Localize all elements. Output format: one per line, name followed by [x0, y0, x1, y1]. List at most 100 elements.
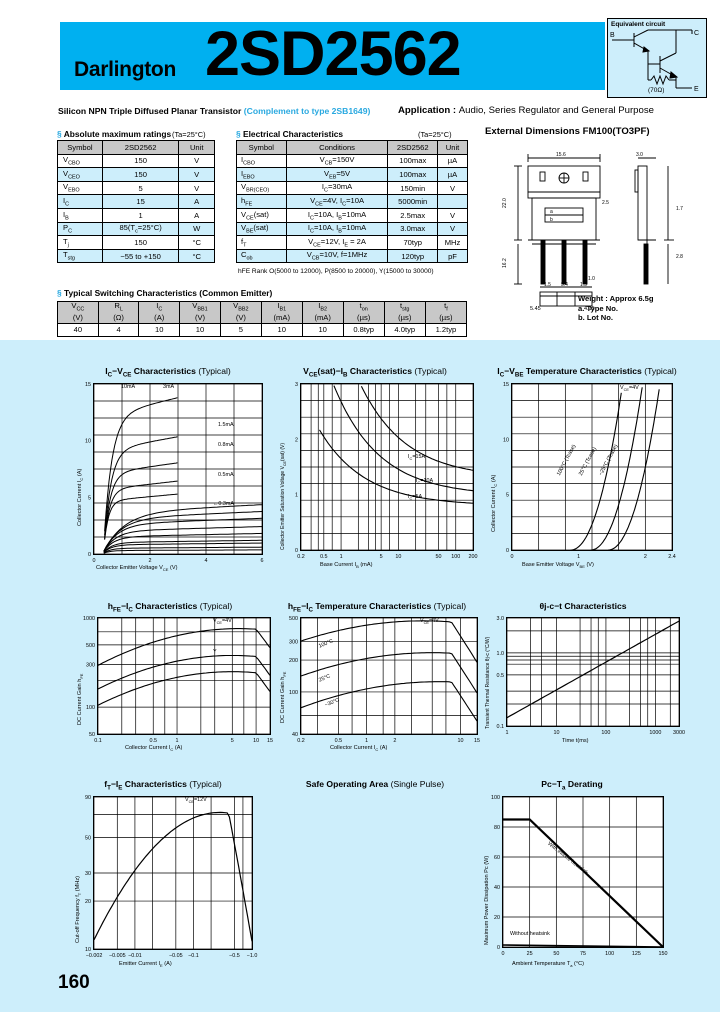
table-cell: VCEO [57, 167, 103, 182]
svg-text:300: 300 [289, 639, 298, 645]
svg-text:125: 125 [632, 951, 641, 957]
chart-title-sub: (Typical) [199, 601, 233, 611]
svg-text:2: 2 [149, 558, 152, 564]
svg-text:2.8: 2.8 [676, 254, 683, 260]
svg-text:30: 30 [85, 871, 91, 877]
svg-text:25: 25 [527, 951, 533, 957]
table-cell: 15 [101, 194, 180, 209]
table-cell: 10 [301, 322, 344, 338]
chart-title: hFE−IC Temperature Characteristics (Typi… [268, 601, 486, 614]
table-row: IC 15 A [57, 194, 215, 209]
extdim-heading: External Dimensions FM100(TO3PF) [485, 126, 650, 137]
svg-text:20: 20 [494, 915, 500, 921]
svg-text:10: 10 [85, 439, 91, 445]
chart-vcesat-ib: VCE(sat)−IB Characteristics (Typical) 0.2… [268, 366, 482, 576]
svg-text:200: 200 [469, 554, 478, 560]
svg-text:50: 50 [553, 951, 559, 957]
x-axis-label: Collector Current IC (A) [125, 745, 183, 753]
chart-title-sub: (Typical) [433, 601, 467, 611]
table-cell: VCB=150V [285, 153, 389, 169]
table-cell: 40 [57, 322, 99, 338]
table-cell: 10 [138, 322, 181, 338]
svg-text:90: 90 [85, 795, 91, 801]
table-cell: VBR(CEO) [236, 180, 287, 196]
chart-title: IC−VBE Temperature Characteristics (Typi… [478, 366, 696, 379]
amr-condition: (Ta=25°C) [172, 130, 206, 139]
table-row: VCBO 150 V [57, 153, 215, 169]
package-note-a: a. Type No. [578, 303, 618, 313]
column-header: ton (µs) [342, 301, 385, 324]
table-cell: A [178, 207, 215, 223]
column-header: 2SD2562 [387, 140, 439, 155]
chart-title: Safe Operating Area (Single Pulse) [268, 779, 482, 789]
curve-label: 1.5mA [218, 422, 234, 428]
table-cell: 1.2typ [424, 322, 468, 338]
table-cell: 10 [179, 322, 221, 338]
svg-text:40: 40 [292, 732, 298, 738]
chart-ft-ie: fT−IE Characteristics (Typical) −0.002 −0.… [63, 779, 263, 979]
chart-title: θj-c−t Characteristics [474, 601, 692, 611]
chart-title-sub: (Typical) [644, 366, 677, 376]
extdim-title: External Dimensions [485, 126, 580, 137]
table-cell: IC=10A, IB=10mA [285, 221, 389, 237]
y-axis-label: Collector Current IC (A) [491, 474, 499, 532]
x-axis-label: Collector Emitter Voltage VCE (V) [96, 565, 178, 573]
svg-text:22.0: 22.0 [502, 198, 508, 208]
table-cell: 70typ [387, 235, 439, 250]
table-row: ICBO VCB=150V 100max µA [236, 153, 468, 169]
chart-title-main: IC−VBE Temperature Characteristics [497, 366, 642, 379]
extdim-package: FM100(TO3PF) [582, 126, 650, 137]
svg-text:0: 0 [93, 558, 96, 564]
table-cell: 1 [101, 207, 180, 223]
chart-condition: VCE=4V [620, 385, 639, 393]
svg-text:1.0: 1.0 [497, 651, 505, 657]
svg-text:1.7: 1.7 [676, 206, 683, 212]
curve-label: IC=15A [408, 454, 426, 462]
y-axis-label: Collector Current IC (A) [77, 468, 85, 526]
svg-text:150: 150 [659, 951, 668, 957]
table-cell: 100max [387, 153, 439, 169]
table-row: VBR(CEO) IC=30mA 150min V [236, 180, 468, 196]
column-header: Conditions [285, 140, 389, 155]
chart-title-main: Pc−Ta Derating [541, 779, 603, 792]
x-axis-label: Time t(ms) [562, 738, 589, 744]
chart-hfe-ic-temp: hFE−IC Temperature Characteristics (Typi… [268, 601, 486, 756]
column-header: tstg (µs) [383, 301, 426, 324]
table-row: VEBO 5 V [57, 180, 215, 196]
table-cell: °C [178, 248, 215, 264]
table-header-row: VCC (V) RL (Ω) IC (A) VBB1 (V) VBB2 (V) IB1 (mA) IB2… [57, 301, 468, 324]
table-cell: IC=10A, IB=10mA [285, 207, 389, 223]
y-axis-label: Cut-off Frequency fT (MHz) [75, 875, 83, 943]
svg-text:200: 200 [289, 658, 298, 664]
sw-title: Typical Switching Characteristics (Commo… [64, 288, 273, 298]
curve-label: 3mA [163, 384, 175, 390]
svg-text:0.5: 0.5 [320, 554, 328, 560]
svg-text:100: 100 [451, 554, 460, 560]
table-cell: A [178, 194, 215, 209]
table-cell: VCE=12V, IE = 2A [285, 235, 389, 250]
svg-text:1: 1 [506, 730, 509, 736]
x-axis-label: Ambient Temperature Ta (°C) [512, 961, 585, 969]
chart-title: Pc−Ta Derating [472, 779, 672, 792]
table-cell: 150 [101, 167, 180, 182]
package-drawing: 15.6 22.0 16.2 2.5 1.0 5.45 4.15 3.0 1.7… [488, 140, 706, 318]
chart-plot-area: 0 2 4 6 0 5 10 15 [85, 382, 264, 564]
chart-ic-vbe-temp: IC−VBE Temperature Characteristics (Typi… [478, 366, 696, 576]
table-cell: 150min [387, 180, 439, 196]
table-cell: IB [57, 207, 103, 223]
table-cell: Tstg [57, 248, 103, 264]
svg-text:−1.0: −1.0 [247, 953, 258, 959]
curve-label: 0.8mA [218, 442, 234, 448]
svg-text:100: 100 [491, 795, 500, 801]
svg-text:−0.002: −0.002 [86, 953, 103, 959]
table-cell: V [437, 180, 468, 196]
svg-text:15: 15 [474, 738, 480, 744]
chart-plot-area: 0 25 50 75 100 125 150 0 20 40 60 80 100 [491, 795, 668, 957]
amr-heading: § Absolute maximum ratings [57, 129, 171, 139]
svg-text:15.6: 15.6 [556, 152, 566, 158]
electrical-characteristics-table: Symbol Conditions 2SD2562 Unit ICBO VCB=150V 1… [236, 140, 468, 264]
table-row: VBE(sat) IC=10A, IB=10mA 3.0max V [236, 221, 468, 237]
svg-text:0: 0 [502, 951, 505, 957]
svg-text:500: 500 [86, 643, 95, 649]
chart-plot-area: 0 1 2 2.4 0 5 10 15 [503, 382, 676, 560]
